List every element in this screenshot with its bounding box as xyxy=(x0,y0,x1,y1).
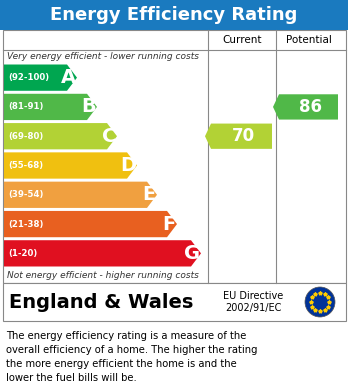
Text: C: C xyxy=(102,127,116,146)
Text: overall efficiency of a home. The higher the rating: overall efficiency of a home. The higher… xyxy=(6,345,258,355)
Text: Current: Current xyxy=(222,35,262,45)
Text: (92-100): (92-100) xyxy=(8,73,49,82)
Text: EU Directive: EU Directive xyxy=(223,291,283,301)
Text: Not energy efficient - higher running costs: Not energy efficient - higher running co… xyxy=(7,271,199,280)
Polygon shape xyxy=(273,94,338,120)
Text: (81-91): (81-91) xyxy=(8,102,44,111)
Bar xyxy=(3,30,346,283)
Bar xyxy=(3,283,346,321)
Text: the more energy efficient the home is and the: the more energy efficient the home is an… xyxy=(6,359,237,369)
Text: (21-38): (21-38) xyxy=(8,220,44,229)
Text: (39-54): (39-54) xyxy=(8,190,44,199)
Text: England & Wales: England & Wales xyxy=(9,292,193,312)
Text: A: A xyxy=(61,68,76,87)
Text: Energy Efficiency Rating: Energy Efficiency Rating xyxy=(50,6,298,24)
Text: 2002/91/EC: 2002/91/EC xyxy=(225,303,281,313)
Text: D: D xyxy=(120,156,136,175)
Polygon shape xyxy=(4,123,117,149)
Circle shape xyxy=(305,287,335,317)
Text: lower the fuel bills will be.: lower the fuel bills will be. xyxy=(6,373,137,383)
Text: (55-68): (55-68) xyxy=(8,161,43,170)
Polygon shape xyxy=(4,65,77,91)
Polygon shape xyxy=(4,211,177,237)
Text: F: F xyxy=(163,215,176,233)
Text: Very energy efficient - lower running costs: Very energy efficient - lower running co… xyxy=(7,52,199,61)
Polygon shape xyxy=(4,240,201,267)
Polygon shape xyxy=(4,182,157,208)
Text: (1-20): (1-20) xyxy=(8,249,37,258)
Bar xyxy=(0,0,348,30)
Polygon shape xyxy=(4,94,97,120)
Text: E: E xyxy=(143,185,156,204)
Polygon shape xyxy=(4,152,137,179)
Text: Potential: Potential xyxy=(286,35,332,45)
Text: G: G xyxy=(184,244,200,263)
Text: The energy efficiency rating is a measure of the: The energy efficiency rating is a measur… xyxy=(6,331,246,341)
Polygon shape xyxy=(205,124,272,149)
Text: B: B xyxy=(81,97,96,117)
Text: 70: 70 xyxy=(232,127,255,145)
Text: (69-80): (69-80) xyxy=(8,132,43,141)
Text: 86: 86 xyxy=(299,98,322,116)
